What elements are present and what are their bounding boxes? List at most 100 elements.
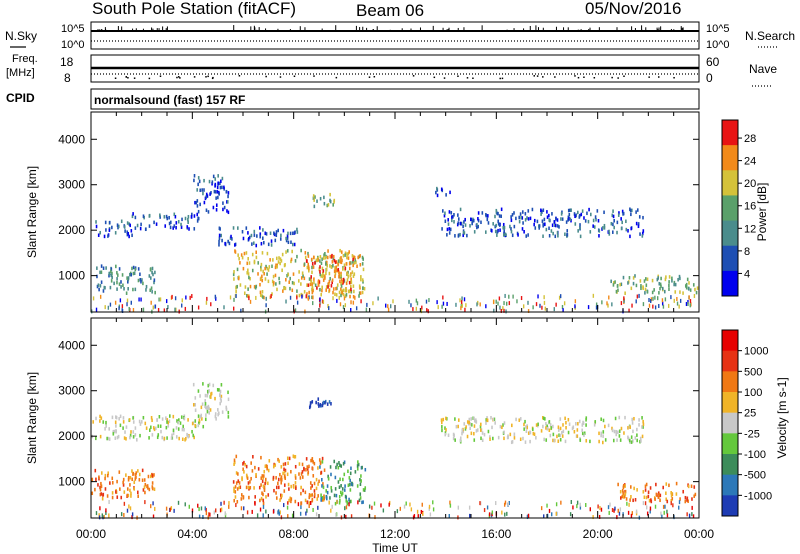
- echo-cell: [558, 225, 560, 229]
- echo-cell: [104, 476, 106, 481]
- echo-cell: [265, 232, 268, 236]
- echo-cell: [334, 266, 336, 270]
- echo-cell: [325, 267, 328, 272]
- echo-cell: [114, 420, 117, 425]
- echo-cell: [457, 221, 460, 225]
- echo-cell: [336, 499, 338, 504]
- echo-cell: [643, 495, 646, 499]
- echo-cell: [317, 397, 320, 401]
- echo-cell: [576, 428, 579, 432]
- echo-cell: [240, 253, 243, 257]
- echo-cell: [449, 503, 452, 508]
- echo-cell: [256, 513, 259, 518]
- echo-cell: [325, 288, 327, 292]
- echo-cell: [221, 185, 223, 190]
- echo-cell: [286, 236, 289, 240]
- echo-cell: [596, 209, 599, 213]
- echo-cell: [144, 482, 147, 487]
- echo-cell: [581, 431, 584, 436]
- echo-cell: [321, 456, 324, 461]
- echo-cell: [592, 515, 594, 520]
- echo-cell: [356, 484, 359, 488]
- echo-cell: [233, 489, 235, 493]
- nave-dot: [176, 76, 178, 79]
- echo-cell: [333, 459, 336, 464]
- echo-cell: [543, 514, 545, 519]
- echo-cell: [128, 504, 130, 509]
- echo-cell: [359, 263, 362, 267]
- echo-cell: [446, 417, 448, 421]
- echo-cell: [675, 481, 678, 486]
- echo-cell: [466, 420, 469, 424]
- echo-cell: [297, 502, 300, 507]
- echo-cell: [278, 276, 280, 281]
- echo-cell: [350, 300, 352, 305]
- echo-cell: [567, 208, 570, 213]
- echo-cell: [152, 272, 154, 277]
- echo-cell: [313, 277, 315, 281]
- echo-cell: [154, 304, 156, 309]
- echo-cell: [553, 438, 555, 443]
- echo-cell: [627, 510, 630, 515]
- echo-cell: [248, 235, 251, 240]
- echo-cell: [598, 234, 600, 238]
- echo-cell: [589, 439, 591, 444]
- echo-cell: [558, 433, 560, 437]
- echo-cell: [124, 430, 126, 434]
- echo-cell: [679, 298, 682, 303]
- echo-cell: [275, 496, 278, 500]
- echo-cell: [119, 487, 121, 491]
- echo-cell: [597, 504, 599, 509]
- echo-cell: [627, 436, 630, 441]
- echo-cell: [237, 253, 239, 257]
- echo-cell: [116, 277, 118, 281]
- echo-cell: [524, 419, 526, 424]
- echo-cell: [688, 287, 690, 291]
- echo-cell: [243, 470, 245, 474]
- echo-cell: [427, 309, 430, 314]
- echo-cell: [357, 460, 359, 464]
- echo-cell: [679, 497, 681, 501]
- echo-cell: [266, 251, 269, 256]
- echo-cell: [225, 189, 228, 194]
- y-tick-label: 4000: [58, 132, 85, 146]
- echo-cell: [546, 503, 548, 508]
- echo-cell: [319, 270, 321, 274]
- echo-cell: [325, 260, 328, 265]
- echo-cell: [125, 425, 128, 429]
- echo-cell: [361, 278, 364, 282]
- echo-cell: [312, 295, 314, 300]
- echo-cell: [579, 226, 581, 230]
- echo-cell: [289, 295, 292, 300]
- echo-cell: [322, 269, 325, 273]
- echo-cell: [262, 513, 264, 518]
- echo-cell: [154, 506, 156, 511]
- echo-cell: [625, 227, 628, 232]
- echo-cell: [205, 507, 207, 512]
- echo-cell: [134, 226, 137, 230]
- echo-cell: [272, 509, 275, 514]
- echo-cell: [247, 268, 249, 272]
- echo-cell: [574, 222, 577, 226]
- echo-cell: [100, 492, 103, 496]
- echo-cell: [177, 500, 180, 505]
- echo-cell: [495, 299, 497, 304]
- echo-cell: [204, 404, 206, 409]
- echo-cell: [328, 271, 331, 276]
- echo-cell: [139, 422, 142, 426]
- echo-cell: [665, 497, 668, 502]
- colorbar-tick-label: -500: [744, 470, 766, 482]
- echo-cell: [639, 436, 642, 441]
- echo-cell: [102, 289, 105, 293]
- echo-cell: [300, 491, 302, 496]
- echo-cell: [318, 404, 320, 408]
- echo-cell: [523, 422, 525, 427]
- echo-cell: [480, 436, 482, 441]
- echo-cell: [212, 174, 215, 179]
- echo-cell: [220, 179, 222, 184]
- echo-cell: [649, 509, 651, 514]
- echo-cell: [583, 216, 585, 220]
- echo-cell: [278, 281, 281, 285]
- echo-cell: [658, 493, 660, 497]
- echo-cell: [145, 284, 148, 289]
